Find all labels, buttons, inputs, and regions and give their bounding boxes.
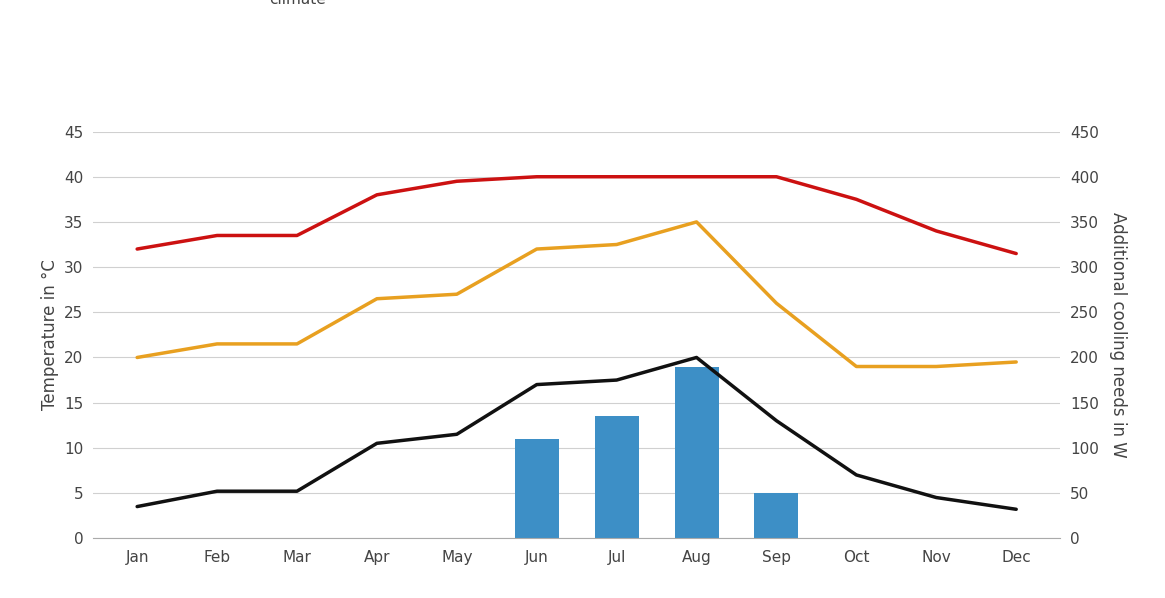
Y-axis label: Additional cooling needs in W: Additional cooling needs in W xyxy=(1109,212,1127,457)
Bar xyxy=(594,416,638,538)
Bar xyxy=(755,493,798,538)
Bar xyxy=(515,439,559,538)
Legend: Outside
climate, Hall, Control cabinet (inside): Outside climate, Hall, Control cabinet (… xyxy=(217,0,696,13)
Bar xyxy=(675,367,719,538)
Y-axis label: Temperature in °C: Temperature in °C xyxy=(41,260,58,410)
